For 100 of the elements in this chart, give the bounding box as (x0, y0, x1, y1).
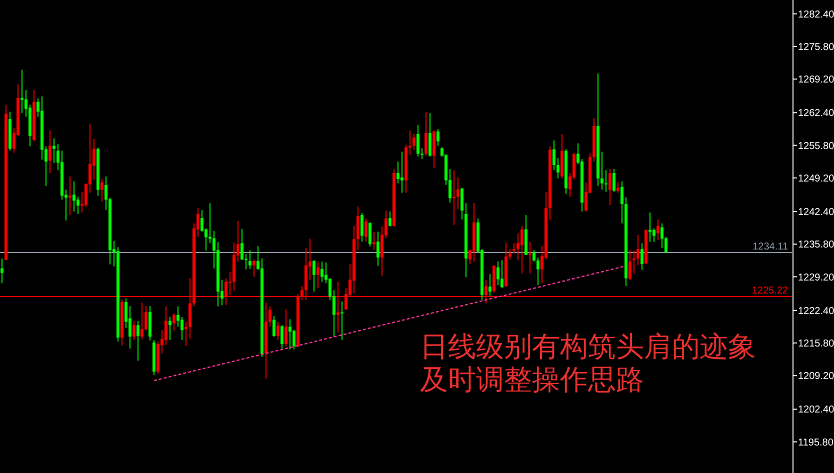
candlestick (520, 225, 524, 274)
candlestick (460, 188, 464, 220)
candlestick (376, 231, 380, 266)
candlestick (456, 176, 460, 210)
y-tick-label: 1222.40 (798, 306, 834, 317)
y-tick-label: 1255.80 (798, 140, 834, 152)
candlestick (604, 170, 608, 192)
candlestick (320, 260, 324, 282)
candlestick (660, 222, 664, 249)
candlestick (552, 140, 556, 171)
candlestick (356, 206, 360, 251)
y-tick-label: 1195.80 (798, 437, 834, 448)
candlestick (364, 218, 368, 242)
candlestick (408, 130, 412, 156)
candlestick (652, 228, 656, 242)
candlestick (76, 196, 80, 215)
candlestick (428, 112, 432, 158)
candlestick (388, 211, 392, 227)
candlestick (532, 250, 536, 262)
candlestick (224, 278, 228, 306)
candlestick (612, 168, 616, 192)
candlestick (436, 128, 440, 146)
candlestick (628, 250, 632, 280)
candlestick (180, 316, 184, 341)
annotation: 日线级别有构筑头肩的迹象 (420, 330, 756, 363)
y-tick-label: 1209.20 (798, 371, 834, 382)
candlestick (176, 306, 180, 328)
candlestick (424, 111, 428, 156)
candlestick (136, 320, 140, 362)
candlestick (648, 212, 652, 242)
annotation: 及时调整操作思路 (420, 363, 644, 396)
candlestick (48, 130, 52, 174)
candlestick (496, 260, 500, 286)
candlestick (508, 248, 512, 260)
candlestick (240, 228, 244, 260)
candlestick (400, 151, 404, 194)
candlestick (288, 318, 292, 350)
candlestick (140, 302, 144, 340)
y-tick-label: 1229.20 (798, 272, 834, 284)
candlestick (292, 330, 296, 350)
y-tick-label: 1235.80 (798, 240, 834, 251)
candlestick (228, 271, 232, 296)
candlestick (620, 180, 624, 224)
candlestick (636, 234, 640, 266)
candlestick (372, 231, 376, 251)
candlestick (128, 305, 132, 349)
candlestick (500, 259, 504, 289)
candlestick (640, 242, 644, 270)
candlestick (316, 260, 320, 289)
candlestick (396, 161, 400, 184)
candlestick (452, 170, 456, 226)
candlestick (360, 212, 364, 242)
candlestick (528, 241, 532, 274)
candlestick (252, 258, 256, 278)
y-tick-label: 1202.40 (798, 404, 834, 416)
candlestick (336, 281, 340, 334)
candlestick (536, 257, 540, 286)
candlestick (144, 305, 148, 332)
candlestick (616, 182, 620, 194)
candlestick (248, 250, 252, 270)
candlestick (608, 168, 612, 206)
candlestick (272, 315, 276, 338)
candlestick (268, 306, 272, 328)
candlestick (20, 69, 24, 114)
y-tick-label: 1275.80 (798, 42, 834, 53)
candlestick (556, 158, 560, 179)
candlestick (168, 316, 172, 341)
candlestick (280, 324, 284, 349)
y-tick-label: 1262.40 (798, 108, 834, 120)
candlestick (164, 306, 168, 346)
candlestick (68, 176, 72, 216)
y-tick-label: 1282.40 (798, 9, 834, 20)
candlestick (172, 312, 176, 332)
candlestick (488, 273, 492, 296)
ref-line-label: 1234.11 (752, 242, 788, 253)
candlestick (188, 278, 192, 340)
ref-line-label: 1225.22 (752, 285, 788, 296)
candlestick (284, 308, 288, 347)
candlestick (484, 279, 488, 304)
candlestick (100, 178, 104, 202)
candlestick (276, 321, 280, 341)
candlestick (412, 133, 416, 150)
candlestick (340, 300, 344, 341)
candlestick (312, 259, 316, 292)
candlestick (368, 222, 372, 248)
candlestick (72, 180, 76, 212)
candlestick (300, 286, 304, 301)
y-tick-label: 1269.20 (798, 74, 834, 86)
candlestick (92, 138, 96, 180)
y-tick-label: 1215.80 (798, 338, 834, 350)
candlestick (0, 258, 4, 284)
candlestick (632, 250, 636, 274)
y-tick-label: 1249.20 (798, 173, 834, 184)
candlestick (420, 148, 424, 160)
candlestick (416, 124, 420, 158)
candlestick (132, 320, 136, 341)
candlestick (52, 138, 56, 164)
candlestick (600, 151, 604, 190)
y-tick-label: 1242.40 (798, 207, 834, 218)
candlestick (516, 232, 520, 260)
